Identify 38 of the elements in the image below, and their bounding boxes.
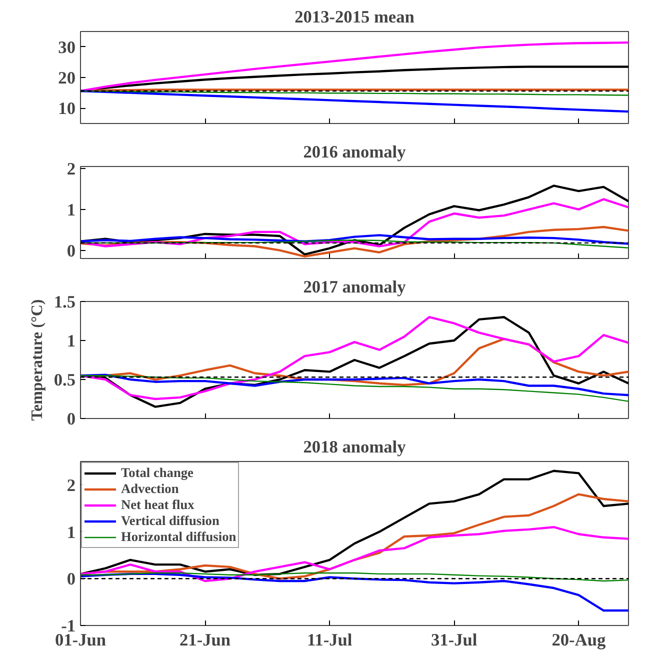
legend-label: Horizontal diffusion — [121, 529, 236, 545]
x-tick-label: 21-Jun — [180, 630, 231, 650]
line-series — [80, 226, 628, 258]
line-series — [80, 572, 628, 582]
y-tick-label: 1 — [66, 200, 76, 220]
legend-label: Total change — [121, 465, 194, 481]
y-tick-label: 2 — [66, 476, 76, 495]
line-series — [80, 234, 628, 245]
y-tick-label: 1 — [66, 522, 76, 542]
line-series — [80, 198, 628, 248]
y-tick-label: 10 — [58, 99, 76, 118]
y-tick-label: 1.5 — [54, 292, 76, 312]
y-tick-label: 0 — [66, 241, 76, 260]
y-tick-label: 1 — [66, 332, 76, 350]
y-tick-label: 30 — [58, 38, 76, 57]
x-tick-label: 11-Jul — [306, 630, 352, 650]
y-tick-label: 20 — [58, 68, 76, 88]
x-tick-label: 31-Jul — [431, 630, 478, 650]
chart-title: 2017 anomaly — [303, 278, 406, 296]
y-axis-title: Temperature (°C) — [28, 299, 46, 421]
y-tick-label: 0.5 — [54, 370, 76, 390]
legend-label: Net heat flux — [121, 497, 194, 513]
line-series — [80, 470, 628, 576]
chart-title: 2013-2015 mean — [294, 8, 415, 26]
legend-label: Advection — [121, 481, 179, 497]
y-tick-label: 0 — [66, 570, 76, 589]
line-series — [80, 90, 628, 113]
line-series — [80, 374, 628, 396]
line-series — [80, 572, 628, 612]
chart-title: 2018 anomaly — [303, 438, 406, 456]
line-series — [80, 375, 628, 402]
legend-label: Vertical diffusion — [121, 513, 220, 529]
line-series — [80, 41, 628, 92]
y-tick-label: 2 — [66, 160, 76, 179]
y-tick-label: 0 — [66, 410, 76, 428]
line-series — [80, 526, 628, 582]
x-tick-label: 20-Aug — [552, 630, 606, 650]
chart-title: 2016 anomaly — [303, 142, 406, 162]
